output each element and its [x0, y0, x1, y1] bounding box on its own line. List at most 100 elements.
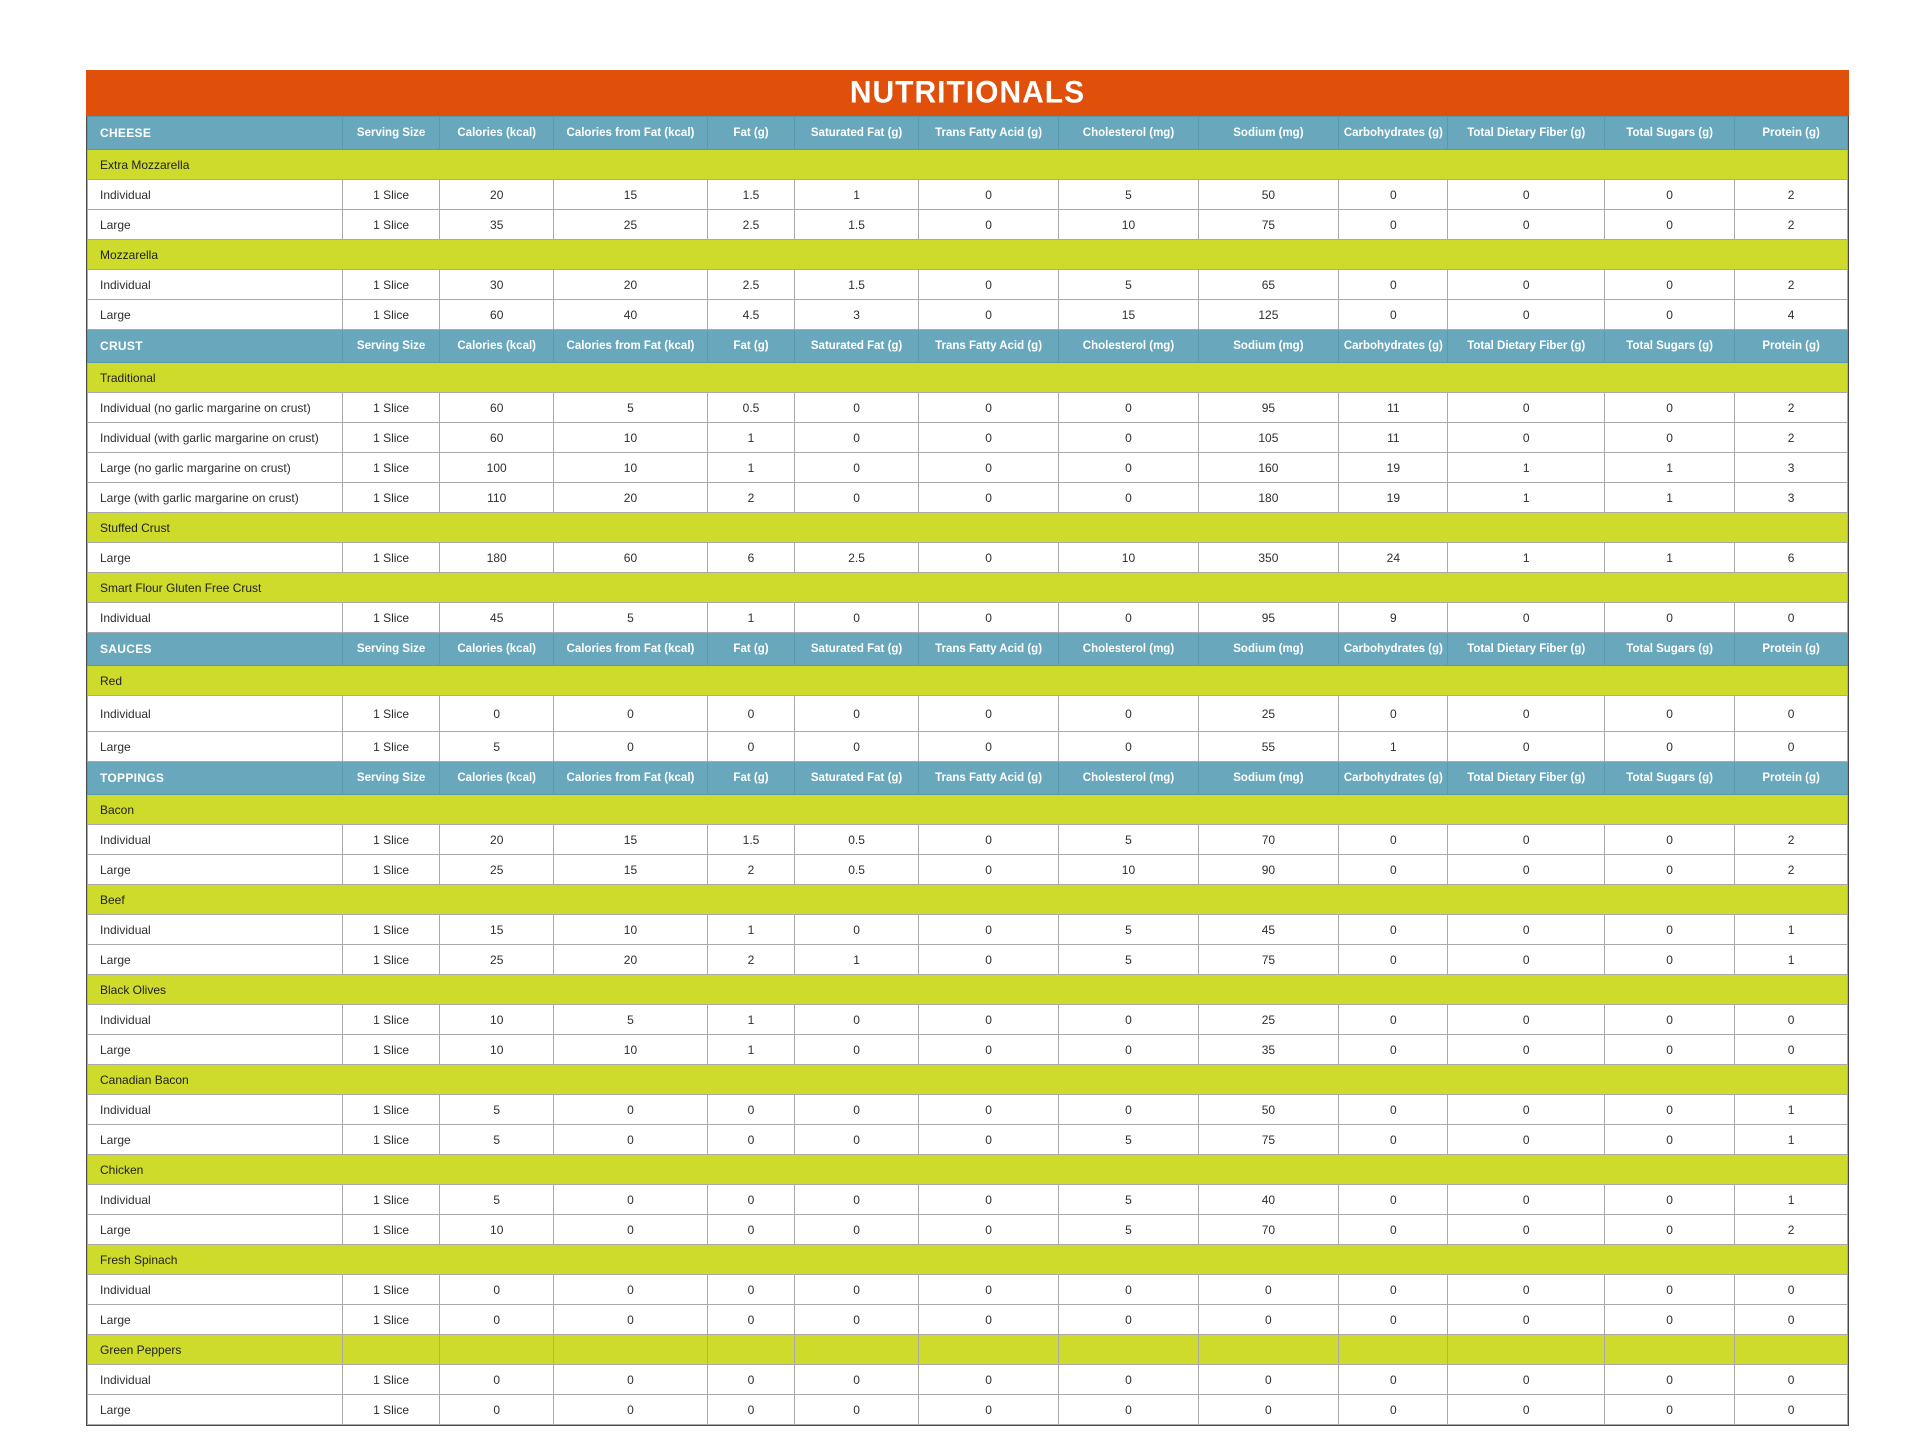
value-cell: 0	[1447, 392, 1606, 423]
value-cell: 0	[1447, 854, 1606, 885]
column-header: Serving Size	[342, 761, 440, 795]
row-label: Large	[86, 299, 344, 330]
row-label: Large (no garlic margarine on crust)	[86, 452, 344, 483]
row-label: Individual (with garlic margarine on cru…	[86, 422, 344, 453]
value-cell: 180	[1197, 482, 1340, 513]
value-cell: 0	[917, 602, 1060, 633]
value-cell: 0	[1197, 1274, 1340, 1305]
section-label: Red	[87, 665, 1848, 696]
value-cell: 1 Slice	[342, 1214, 440, 1245]
value-cell: 0	[917, 1214, 1060, 1245]
value-cell: 0	[706, 1124, 796, 1155]
value-cell: 0	[794, 1034, 919, 1065]
value-cell: 45	[1197, 914, 1340, 945]
row-label: Individual	[86, 602, 344, 633]
column-header: Cholesterol (mg)	[1058, 116, 1199, 150]
value-cell: 1 Slice	[342, 1004, 440, 1035]
row-label: Individual	[86, 824, 344, 855]
value-cell: 1 Slice	[342, 392, 440, 423]
value-cell: 0	[917, 1364, 1060, 1395]
value-cell: 0	[553, 731, 708, 762]
value-cell: 0	[794, 1184, 919, 1215]
value-cell: 0	[1058, 452, 1199, 483]
value-cell: 0	[917, 179, 1060, 210]
table-row: Large 1 Slice 10 10 1 0 0 0 35 0 0 0 0	[86, 1034, 1848, 1065]
value-cell: 0	[1447, 1124, 1606, 1155]
value-cell: 5	[1058, 944, 1199, 975]
value-cell: 0	[1447, 1274, 1606, 1305]
value-cell: 0	[1447, 944, 1606, 975]
column-header: Total Sugars (g)	[1604, 632, 1736, 666]
value-cell: 1 Slice	[342, 1304, 440, 1335]
value-cell: 0	[438, 695, 555, 732]
column-header: Calories (kcal)	[438, 761, 555, 795]
value-cell: 0	[1058, 1034, 1199, 1065]
value-cell: 0	[438, 1364, 555, 1395]
column-header: Fat (g)	[706, 632, 796, 666]
value-cell: 15	[438, 914, 555, 945]
value-cell: 0	[917, 854, 1060, 885]
value-cell: 2.5	[706, 269, 796, 300]
section-label: Canadian Bacon	[87, 1064, 1848, 1095]
value-cell: 5	[1058, 1214, 1199, 1245]
section-empty-cell	[1447, 1334, 1606, 1365]
value-cell: 0	[917, 299, 1060, 330]
value-cell: 3	[1734, 482, 1848, 513]
table-row: Individual 1 Slice 30 20 2.5 1.5 0 5 65 0 0 0 2	[86, 269, 1848, 300]
table-row: Individual (with garlic margarine on cru…	[86, 422, 1848, 453]
value-cell: 10	[553, 1034, 708, 1065]
nutritionals-tbody: CHEESE Serving Size Calories (kcal) Calorie…	[86, 116, 1848, 1425]
value-cell: 75	[1197, 944, 1340, 975]
value-cell: 0	[706, 1184, 796, 1215]
column-header: Protein (g)	[1734, 632, 1848, 666]
value-cell: 5	[1058, 179, 1199, 210]
section-label: Bacon	[87, 794, 1848, 825]
value-cell: 0	[1338, 1184, 1449, 1215]
value-cell: 19	[1338, 452, 1449, 483]
value-cell: 0	[706, 695, 796, 732]
row-label: Large	[86, 1304, 344, 1335]
value-cell: 0	[794, 1214, 919, 1245]
value-cell: 0	[706, 1094, 796, 1125]
group-label: CRUST	[86, 329, 344, 363]
value-cell: 0	[794, 914, 919, 945]
column-header: Saturated Fat (g)	[794, 632, 919, 666]
value-cell: 0	[1338, 695, 1449, 732]
value-cell: 20	[438, 824, 555, 855]
value-cell: 0	[438, 1274, 555, 1305]
value-cell: 1	[1734, 1094, 1848, 1125]
value-cell: 0	[1338, 1364, 1449, 1395]
value-cell: 1	[1447, 452, 1606, 483]
value-cell: 20	[553, 482, 708, 513]
value-cell: 20	[553, 944, 708, 975]
section-empty-cell	[706, 1334, 796, 1365]
value-cell: 0	[917, 482, 1060, 513]
value-cell: 0	[794, 1004, 919, 1035]
value-cell: 0	[706, 1394, 796, 1425]
value-cell: 0	[1734, 1274, 1848, 1305]
value-cell: 0	[917, 1004, 1060, 1035]
column-header: Protein (g)	[1734, 329, 1848, 363]
section-empty-cell	[1058, 1334, 1199, 1365]
value-cell: 0	[1197, 1364, 1340, 1395]
value-cell: 95	[1197, 392, 1340, 423]
value-cell: 90	[1197, 854, 1340, 885]
section-row: Smart Flour Gluten Free Crust	[87, 572, 1848, 603]
value-cell: 0	[1734, 1004, 1848, 1035]
value-cell: 0	[1338, 299, 1449, 330]
section-row: Bacon	[87, 794, 1848, 825]
value-cell: 0	[1197, 1304, 1340, 1335]
value-cell: 0	[917, 542, 1060, 573]
row-label: Individual	[86, 1184, 344, 1215]
value-cell: 0	[553, 1274, 708, 1305]
value-cell: 0	[1447, 824, 1606, 855]
value-cell: 20	[553, 269, 708, 300]
value-cell: 0	[1058, 1094, 1199, 1125]
column-header: Calories from Fat (kcal)	[553, 632, 708, 666]
section-empty-cell	[342, 1334, 440, 1365]
value-cell: 5	[553, 392, 708, 423]
value-cell: 0	[917, 731, 1060, 762]
page-title: NUTRITIONALS	[849, 75, 1086, 110]
value-cell: 9	[1338, 602, 1449, 633]
value-cell: 0	[794, 1304, 919, 1335]
